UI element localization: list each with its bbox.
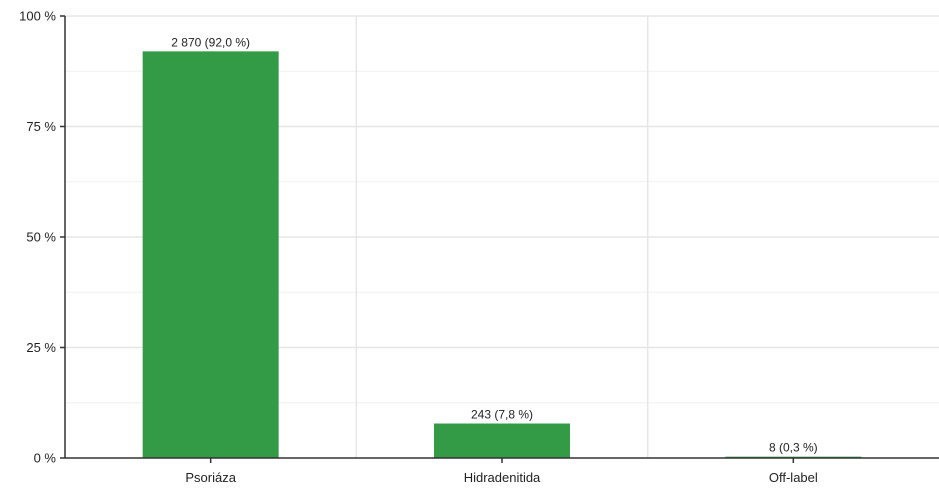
x-tick-label: Psoriáza (185, 470, 236, 485)
y-tick-label: 25 % (26, 340, 56, 355)
x-tick-label: Off-label (769, 470, 818, 485)
labels-layer: 0 % 25 % 50 % 75 % 100 % Psoriáza Hidradenitid… (19, 9, 818, 486)
x-tick-label: Hidradenitida (464, 470, 541, 485)
axis-layer (60, 15, 939, 463)
data-label: 243 (7,8 %) (471, 408, 533, 422)
y-tick-label: 100 % (19, 9, 56, 24)
bar-hidradenitida (434, 423, 570, 458)
data-label: 8 (0,3 %) (769, 441, 818, 455)
bar-psori-za (142, 51, 279, 459)
data-label: 2 870 (92,0 %) (171, 35, 250, 49)
y-tick-label: 0 % (34, 451, 57, 466)
y-tick-label: 75 % (26, 119, 56, 134)
y-tick-label: 50 % (26, 230, 56, 245)
bars-layer (142, 51, 862, 459)
